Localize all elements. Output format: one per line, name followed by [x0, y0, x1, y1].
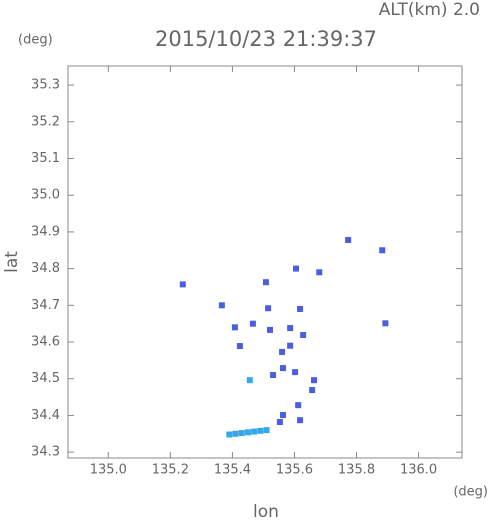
y-axis-label: lat	[2, 251, 22, 273]
echo-point	[179, 281, 186, 288]
echo-point	[263, 427, 270, 434]
echo-point	[297, 305, 304, 312]
echo-point	[292, 369, 299, 376]
y-tick-label: 34.7	[31, 298, 60, 313]
echo-point	[293, 265, 300, 272]
plot-frame	[67, 65, 463, 459]
echo-point	[316, 269, 323, 276]
x-axis-label: lon	[253, 502, 279, 521]
echo-point	[236, 343, 243, 350]
x-unit: (deg)	[453, 485, 488, 500]
echo-point	[246, 377, 253, 384]
y-tick-label: 34.8	[31, 261, 60, 276]
echo-point	[297, 417, 304, 424]
echo-point	[226, 431, 233, 438]
echo-point	[300, 332, 307, 339]
echo-point	[311, 377, 318, 384]
echo-point	[287, 325, 294, 332]
echo-point	[287, 342, 294, 349]
y-tick-label: 35.3	[31, 78, 60, 93]
echo-point	[232, 430, 239, 437]
y-tick-label: 34.6	[31, 335, 60, 350]
echo-point	[345, 236, 352, 243]
echo-point	[249, 320, 256, 327]
echo-point	[279, 412, 286, 419]
y-tick-label: 34.5	[31, 371, 60, 386]
echo-point	[309, 387, 316, 394]
echo-point	[279, 348, 286, 355]
echo-point	[266, 326, 273, 333]
echo-point	[238, 430, 245, 437]
echo-point	[295, 402, 302, 409]
echo-point	[244, 429, 251, 436]
echo-point	[382, 320, 389, 327]
x-tick-label: 135.0	[90, 463, 127, 478]
echo-point	[257, 427, 264, 434]
x-tick-label: 136.0	[400, 463, 437, 478]
y-tick-label: 34.4	[31, 408, 60, 423]
y-tick-label: 35.2	[31, 114, 60, 129]
echo-point	[279, 365, 286, 372]
y-tick-label: 35.0	[31, 188, 60, 203]
x-tick-label: 135.8	[338, 463, 375, 478]
x-tick-label: 135.6	[276, 463, 313, 478]
y-tick-label: 34.3	[31, 445, 60, 460]
echo-point	[251, 428, 258, 435]
x-tick-label: 135.2	[152, 463, 189, 478]
echo-point	[270, 372, 277, 379]
echo-point	[231, 324, 238, 331]
x-tick-label: 135.4	[214, 463, 251, 478]
chart-title: 2015/10/23 21:39:37	[155, 27, 377, 51]
y-tick-label: 35.1	[31, 151, 60, 166]
echo-point	[262, 279, 269, 286]
echo-point	[218, 302, 225, 309]
y-unit: (deg)	[18, 33, 53, 48]
echo-point	[276, 419, 283, 426]
altitude-label: ALT(km) 2.0	[379, 0, 480, 20]
echo-point	[265, 305, 272, 312]
y-tick-label: 34.9	[31, 224, 60, 239]
echo-point	[379, 247, 386, 254]
